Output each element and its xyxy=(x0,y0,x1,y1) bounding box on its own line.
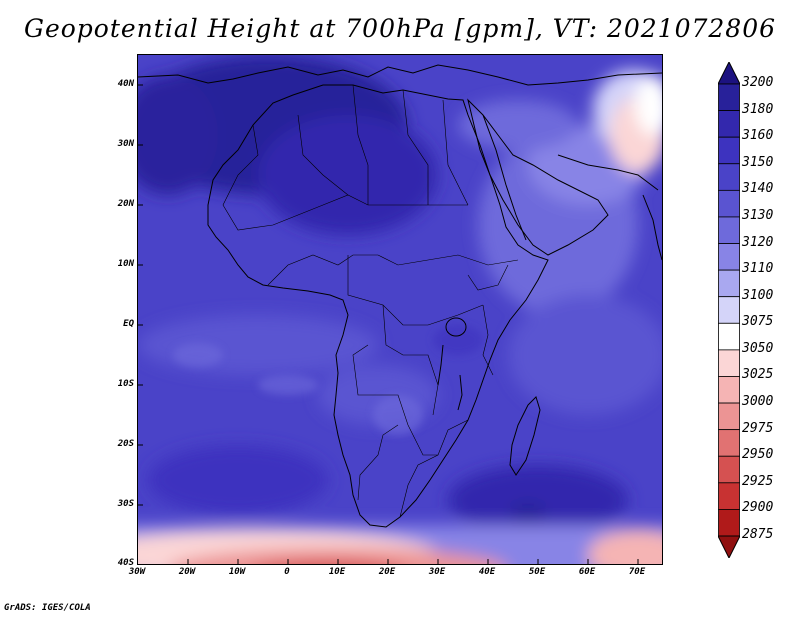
colorbar-swatch xyxy=(718,322,740,351)
colorbar-cap-bottom xyxy=(718,535,740,558)
colorbar-swatch xyxy=(718,429,740,457)
lat-label-10s: 10S xyxy=(117,379,134,389)
colorbar-swatch xyxy=(718,376,740,404)
lat-label-30s: 30S xyxy=(117,499,134,509)
colorbar-label: 3050 xyxy=(742,340,774,356)
colorbar-label: 3075 xyxy=(742,314,774,330)
colorbar-swatch xyxy=(718,296,740,324)
country-borders xyxy=(222,84,519,518)
lon-label-10w: 10W xyxy=(228,567,246,577)
lon-label-70e: 70E xyxy=(628,567,646,577)
lat-label-30n: 30N xyxy=(117,139,134,149)
colorbar-swatch xyxy=(718,482,740,510)
colorbar-label: 2950 xyxy=(742,447,774,463)
lat-label-10n: 10N xyxy=(117,259,134,269)
colorbar-swatch xyxy=(718,136,740,165)
lon-label-20e: 20E xyxy=(378,567,396,577)
map-title: Geopotential Height at 700hPa [gpm], VT:… xyxy=(23,14,777,43)
grads-credit: GrADS: IGES/COLA xyxy=(4,603,91,613)
colorbar-label: 3160 xyxy=(742,128,774,144)
colorbar-swatch xyxy=(718,455,740,484)
colorbar-swatch xyxy=(718,243,740,271)
lat-label-eq: EQ xyxy=(123,319,134,329)
colorbar-label: 3180 xyxy=(742,101,774,117)
lon-label-40e: 40E xyxy=(478,567,496,577)
colorbar-swatch xyxy=(718,110,740,138)
colorbar-label: 3140 xyxy=(742,181,774,197)
lon-label-30w: 30W xyxy=(128,567,146,577)
colorbar-label: 3100 xyxy=(742,287,774,303)
colorbar-swatch xyxy=(718,269,740,298)
lat-label-20s: 20S xyxy=(117,439,134,449)
colorbar-cap-top xyxy=(718,62,740,85)
lat-label-40n: 40N xyxy=(117,79,134,89)
lon-label-20w: 20W xyxy=(178,567,196,577)
colorbar-label: 3000 xyxy=(742,394,774,410)
colorbar-swatch xyxy=(718,83,740,111)
lon-label-50e: 50E xyxy=(528,567,546,577)
colorbar-swatch xyxy=(718,402,740,431)
colorbar-swatch xyxy=(718,349,740,377)
lon-label-0: 0 xyxy=(284,567,290,577)
colorbar-label: 3110 xyxy=(742,261,774,277)
lon-label-30e: 30E xyxy=(428,567,446,577)
coastline-layer xyxy=(138,64,662,528)
colorbar-label: 3025 xyxy=(742,367,774,383)
colorbar-label: 2900 xyxy=(742,500,774,516)
geopotential-field xyxy=(138,55,662,564)
colorbar-swatch xyxy=(718,163,740,191)
colorbar-label: 2975 xyxy=(742,420,774,436)
colorbar-label: 2925 xyxy=(742,473,774,489)
lon-label-10e: 10E xyxy=(328,567,346,577)
colorbar-label: 3120 xyxy=(742,234,774,250)
lat-label-40s: 40S xyxy=(117,558,134,568)
map-panel xyxy=(137,54,663,565)
colorbar-swatch xyxy=(718,509,740,537)
colorbar-swatch xyxy=(718,189,740,218)
lon-label-60e: 60E xyxy=(578,567,596,577)
graticule-ticks xyxy=(138,84,639,564)
colorbar-label: 2875 xyxy=(742,527,774,542)
colorbar-label: 3200 xyxy=(742,75,774,90)
colorbar-label: 3150 xyxy=(742,154,774,170)
colorbar-swatch xyxy=(718,216,740,244)
lat-label-20n: 20N xyxy=(117,199,134,209)
colorbar-label: 3130 xyxy=(742,207,774,223)
colorbar xyxy=(718,62,740,558)
